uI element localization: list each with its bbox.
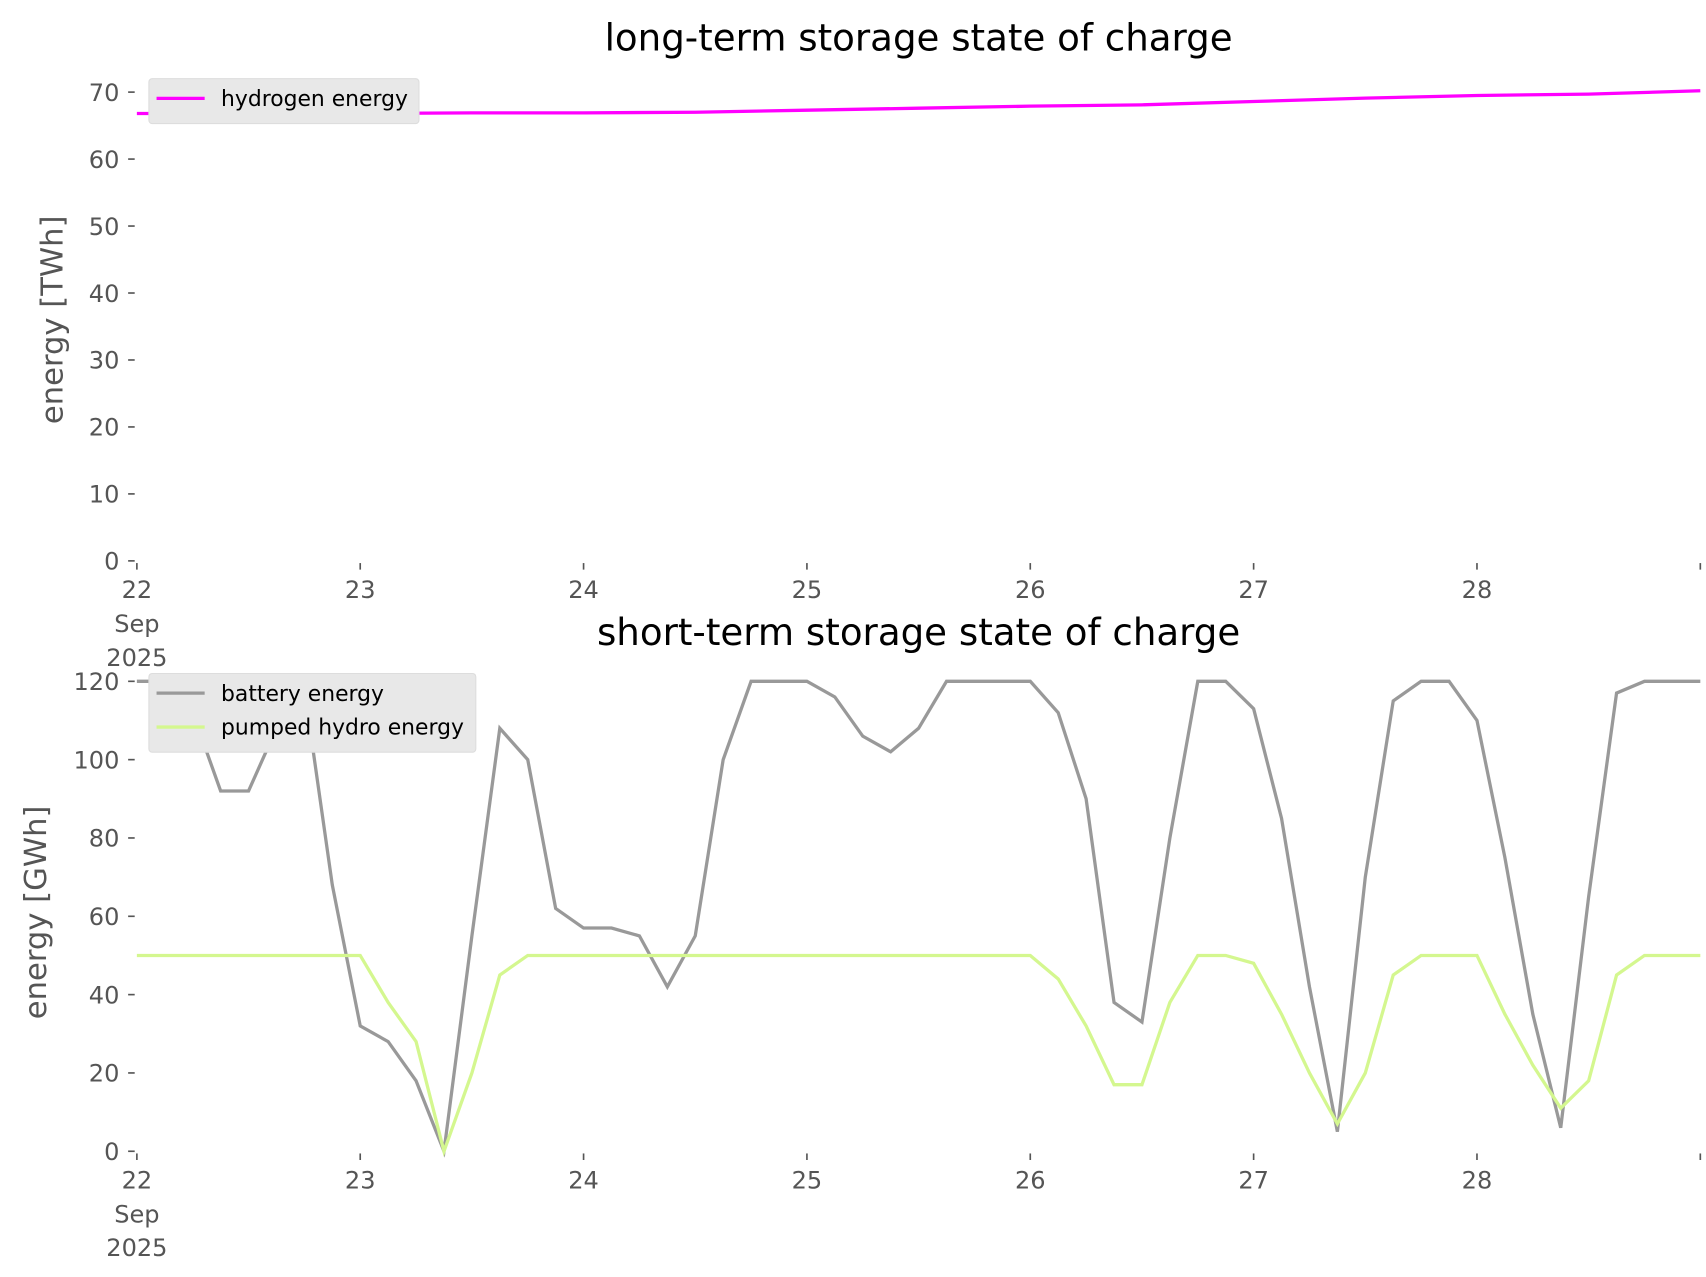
legend-box (148, 672, 477, 753)
x-tick-label-line: 28 (1462, 1166, 1493, 1194)
x-tick-label: 28 (1462, 1166, 1493, 1194)
x-tick-label: 28 (1462, 576, 1493, 604)
legend-box (148, 78, 420, 125)
x-tick-label-line: 27 (1238, 576, 1269, 604)
y-axis-label: energy [TWh] (36, 215, 71, 424)
y-tick-label: 100 (73, 746, 119, 774)
x-tick-label-line: 23 (345, 576, 376, 604)
x-tick-label-line: 22 (122, 576, 153, 604)
y-tick-label: 10 (89, 481, 120, 509)
x-tick-label: 22 Sep 2025 (106, 1166, 167, 1262)
x-tick-label-line: Sep (114, 610, 159, 638)
y-tick-label: 40 (89, 280, 120, 308)
x-tick-label: 26 (1015, 1166, 1046, 1194)
legend-label: battery energy (221, 682, 384, 707)
x-tick-label: 24 (568, 576, 599, 604)
x-tick-label: 27 (1238, 1166, 1269, 1194)
x-tick-label: 22 Sep 2025 (106, 576, 167, 672)
series-line (136, 679, 1701, 1158)
x-tick-label: 25 (792, 1166, 823, 1194)
y-tick-label: 70 (89, 79, 120, 107)
x-tick-label-line: 27 (1238, 1166, 1269, 1194)
chart-title: long-term storage state of charge (605, 15, 1233, 59)
y-tick-label: 60 (89, 903, 120, 931)
chart-title: short-term storage state of charge (597, 610, 1240, 654)
x-tick-label-line: 24 (568, 576, 599, 604)
y-tick-label: 0 (104, 1138, 119, 1166)
y-tick-label: 50 (89, 213, 120, 241)
x-tick-label-line: 24 (568, 1166, 599, 1194)
x-tick-label-line: 23 (345, 1166, 376, 1194)
y-tick-label: 20 (89, 1060, 120, 1088)
x-tick-label: 26 (1015, 576, 1046, 604)
y-tick-label: 20 (89, 414, 120, 442)
x-tick-label-line: 2025 (106, 1234, 167, 1262)
x-tick-label-line: 28 (1462, 576, 1493, 604)
x-tick-label-line: 2025 (106, 644, 167, 672)
x-tick-label: 24 (568, 1166, 599, 1194)
y-tick-label: 120 (73, 668, 119, 696)
x-tick-label: 25 (792, 576, 823, 604)
x-tick-label-line: 26 (1015, 1166, 1046, 1194)
series-line (136, 953, 1701, 1157)
x-tick-label: 27 (1238, 576, 1269, 604)
x-tick-label-line: 22 (122, 1166, 153, 1194)
x-tick-label: 23 (345, 576, 376, 604)
legend-label: pumped hydro energy (221, 716, 464, 741)
y-tick-label: 80 (89, 825, 120, 853)
x-tick-label-line: 25 (792, 1166, 823, 1194)
legend-label: hydrogen energy (221, 87, 408, 112)
y-tick-label: 40 (89, 981, 120, 1009)
y-axis-label: energy [GWh] (19, 806, 54, 1020)
x-tick-label: 23 (345, 1166, 376, 1194)
y-tick-label: 30 (89, 347, 120, 375)
y-tick-label: 60 (89, 146, 120, 174)
x-tick-label-line: 26 (1015, 576, 1046, 604)
y-tick-label: 0 (104, 548, 119, 576)
x-tick-label-line: Sep (114, 1200, 159, 1228)
x-tick-label-line: 25 (792, 576, 823, 604)
